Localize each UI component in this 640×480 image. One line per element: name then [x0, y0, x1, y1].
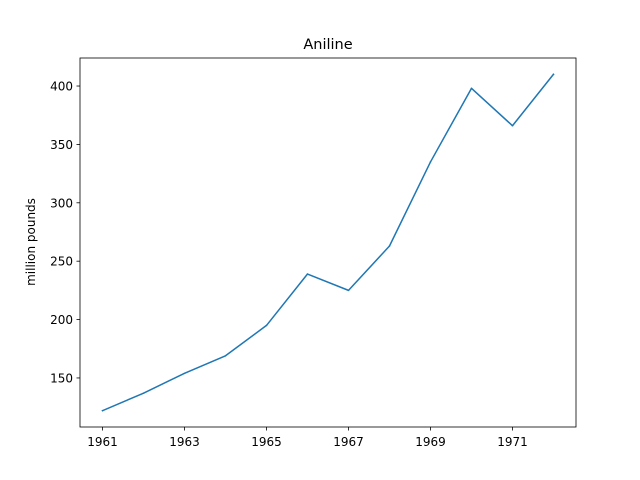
data-point — [142, 392, 145, 394]
data-point — [511, 124, 514, 127]
data-point — [347, 289, 350, 292]
y-axis-label: million pounds — [24, 198, 38, 286]
y-tick-label: 150 — [50, 371, 73, 385]
y-tick-label: 300 — [50, 196, 73, 210]
data-point — [183, 372, 186, 375]
data-point — [101, 409, 104, 412]
data-point — [429, 161, 432, 163]
x-tick-label: 1967 — [333, 435, 364, 449]
data-point — [552, 73, 555, 76]
data-point — [388, 245, 391, 247]
y-tick-label: 200 — [50, 313, 73, 327]
data-point — [224, 354, 227, 357]
y-tick-label: 350 — [50, 138, 73, 152]
y-tick-label: 400 — [50, 80, 73, 94]
x-tick-label: 1971 — [497, 435, 528, 449]
x-tick-label: 1969 — [415, 435, 446, 449]
axes-frame — [79, 57, 577, 428]
x-tick-label: 1963 — [169, 435, 200, 449]
data-point — [306, 273, 309, 275]
chart-title: Aniline — [303, 37, 352, 53]
y-tick-label: 250 — [50, 255, 73, 269]
data-point — [265, 324, 268, 327]
data-point — [470, 87, 473, 90]
x-tick-label: 1961 — [87, 435, 118, 449]
ticks-layer: 1961 1963 1965 1967 1969 1971 150 200 250 300 350 4… — [50, 80, 528, 449]
plot-layer — [101, 73, 555, 412]
series-line — [101, 73, 555, 412]
x-tick-label: 1965 — [251, 435, 282, 449]
